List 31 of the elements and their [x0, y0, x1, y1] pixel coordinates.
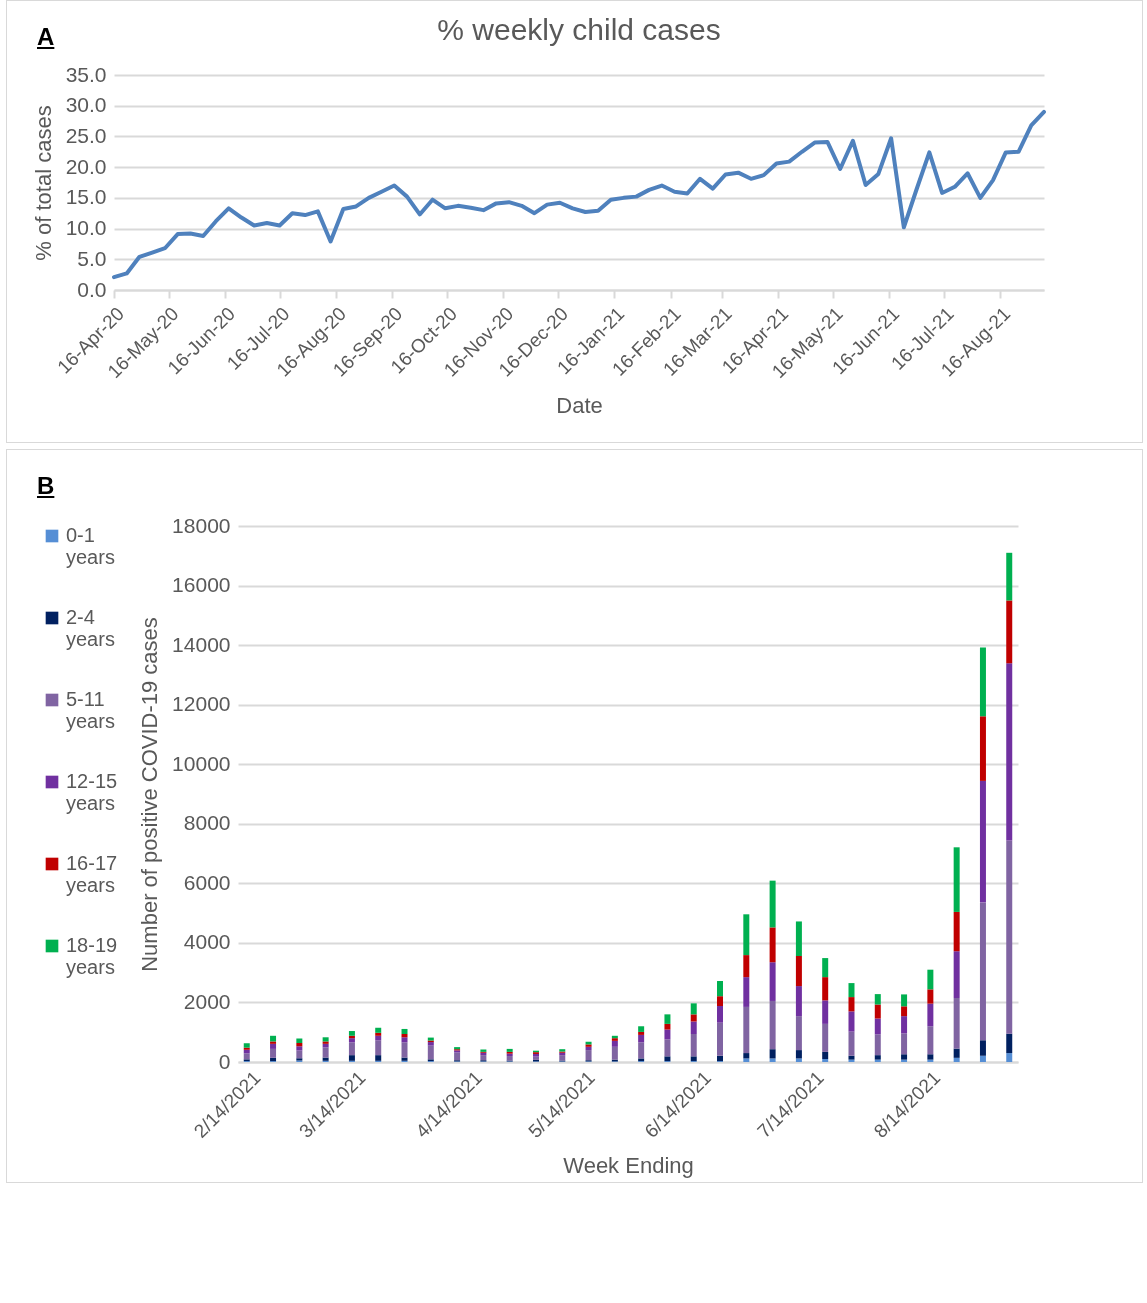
y-tick-label: 6000: [183, 870, 231, 894]
chart-title: % weekly child cases: [437, 13, 721, 46]
y-tick-label: 18000: [172, 513, 231, 537]
y-tick-label: 8000: [183, 811, 231, 835]
y-axis-title: % of total cases: [30, 105, 56, 261]
y-tick-label: 0: [218, 1049, 231, 1073]
legend-label: 2-4 years: [66, 606, 115, 650]
text: A: [37, 23, 55, 51]
y-tick-label: 20.0: [65, 154, 107, 178]
x-axis-title: Week Ending: [563, 1152, 694, 1178]
y-tick-label: 10000: [172, 751, 231, 775]
legend-label: 12-15 years: [66, 770, 118, 814]
y-tick-label: 4000: [183, 930, 231, 954]
y-tick-label: 5.0: [77, 246, 107, 270]
legend-label: 5-11 years: [66, 688, 115, 732]
y-tick-label: 15.0: [65, 185, 107, 209]
y-tick-label: 16000: [172, 573, 231, 597]
y-tick-label: 14000: [172, 632, 231, 656]
x-axis-title: Date: [556, 393, 603, 419]
legend-label: 18-19 years: [66, 934, 118, 978]
y-tick-label: 0.0: [77, 277, 107, 301]
legend-label: 0-1 years: [66, 524, 115, 568]
y-tick-label: 35.0: [65, 62, 107, 86]
text: B: [37, 472, 55, 500]
y-tick-label: 2000: [183, 989, 231, 1013]
y-tick-label: 12000: [172, 692, 231, 716]
y-tick-label: 30.0: [65, 93, 107, 117]
y-axis-title: Number of positive COVID-19 cases: [137, 617, 163, 972]
legend-label: 16-17 years: [66, 852, 118, 896]
y-tick-label: 10.0: [65, 216, 107, 240]
y-tick-label: 25.0: [65, 123, 107, 147]
